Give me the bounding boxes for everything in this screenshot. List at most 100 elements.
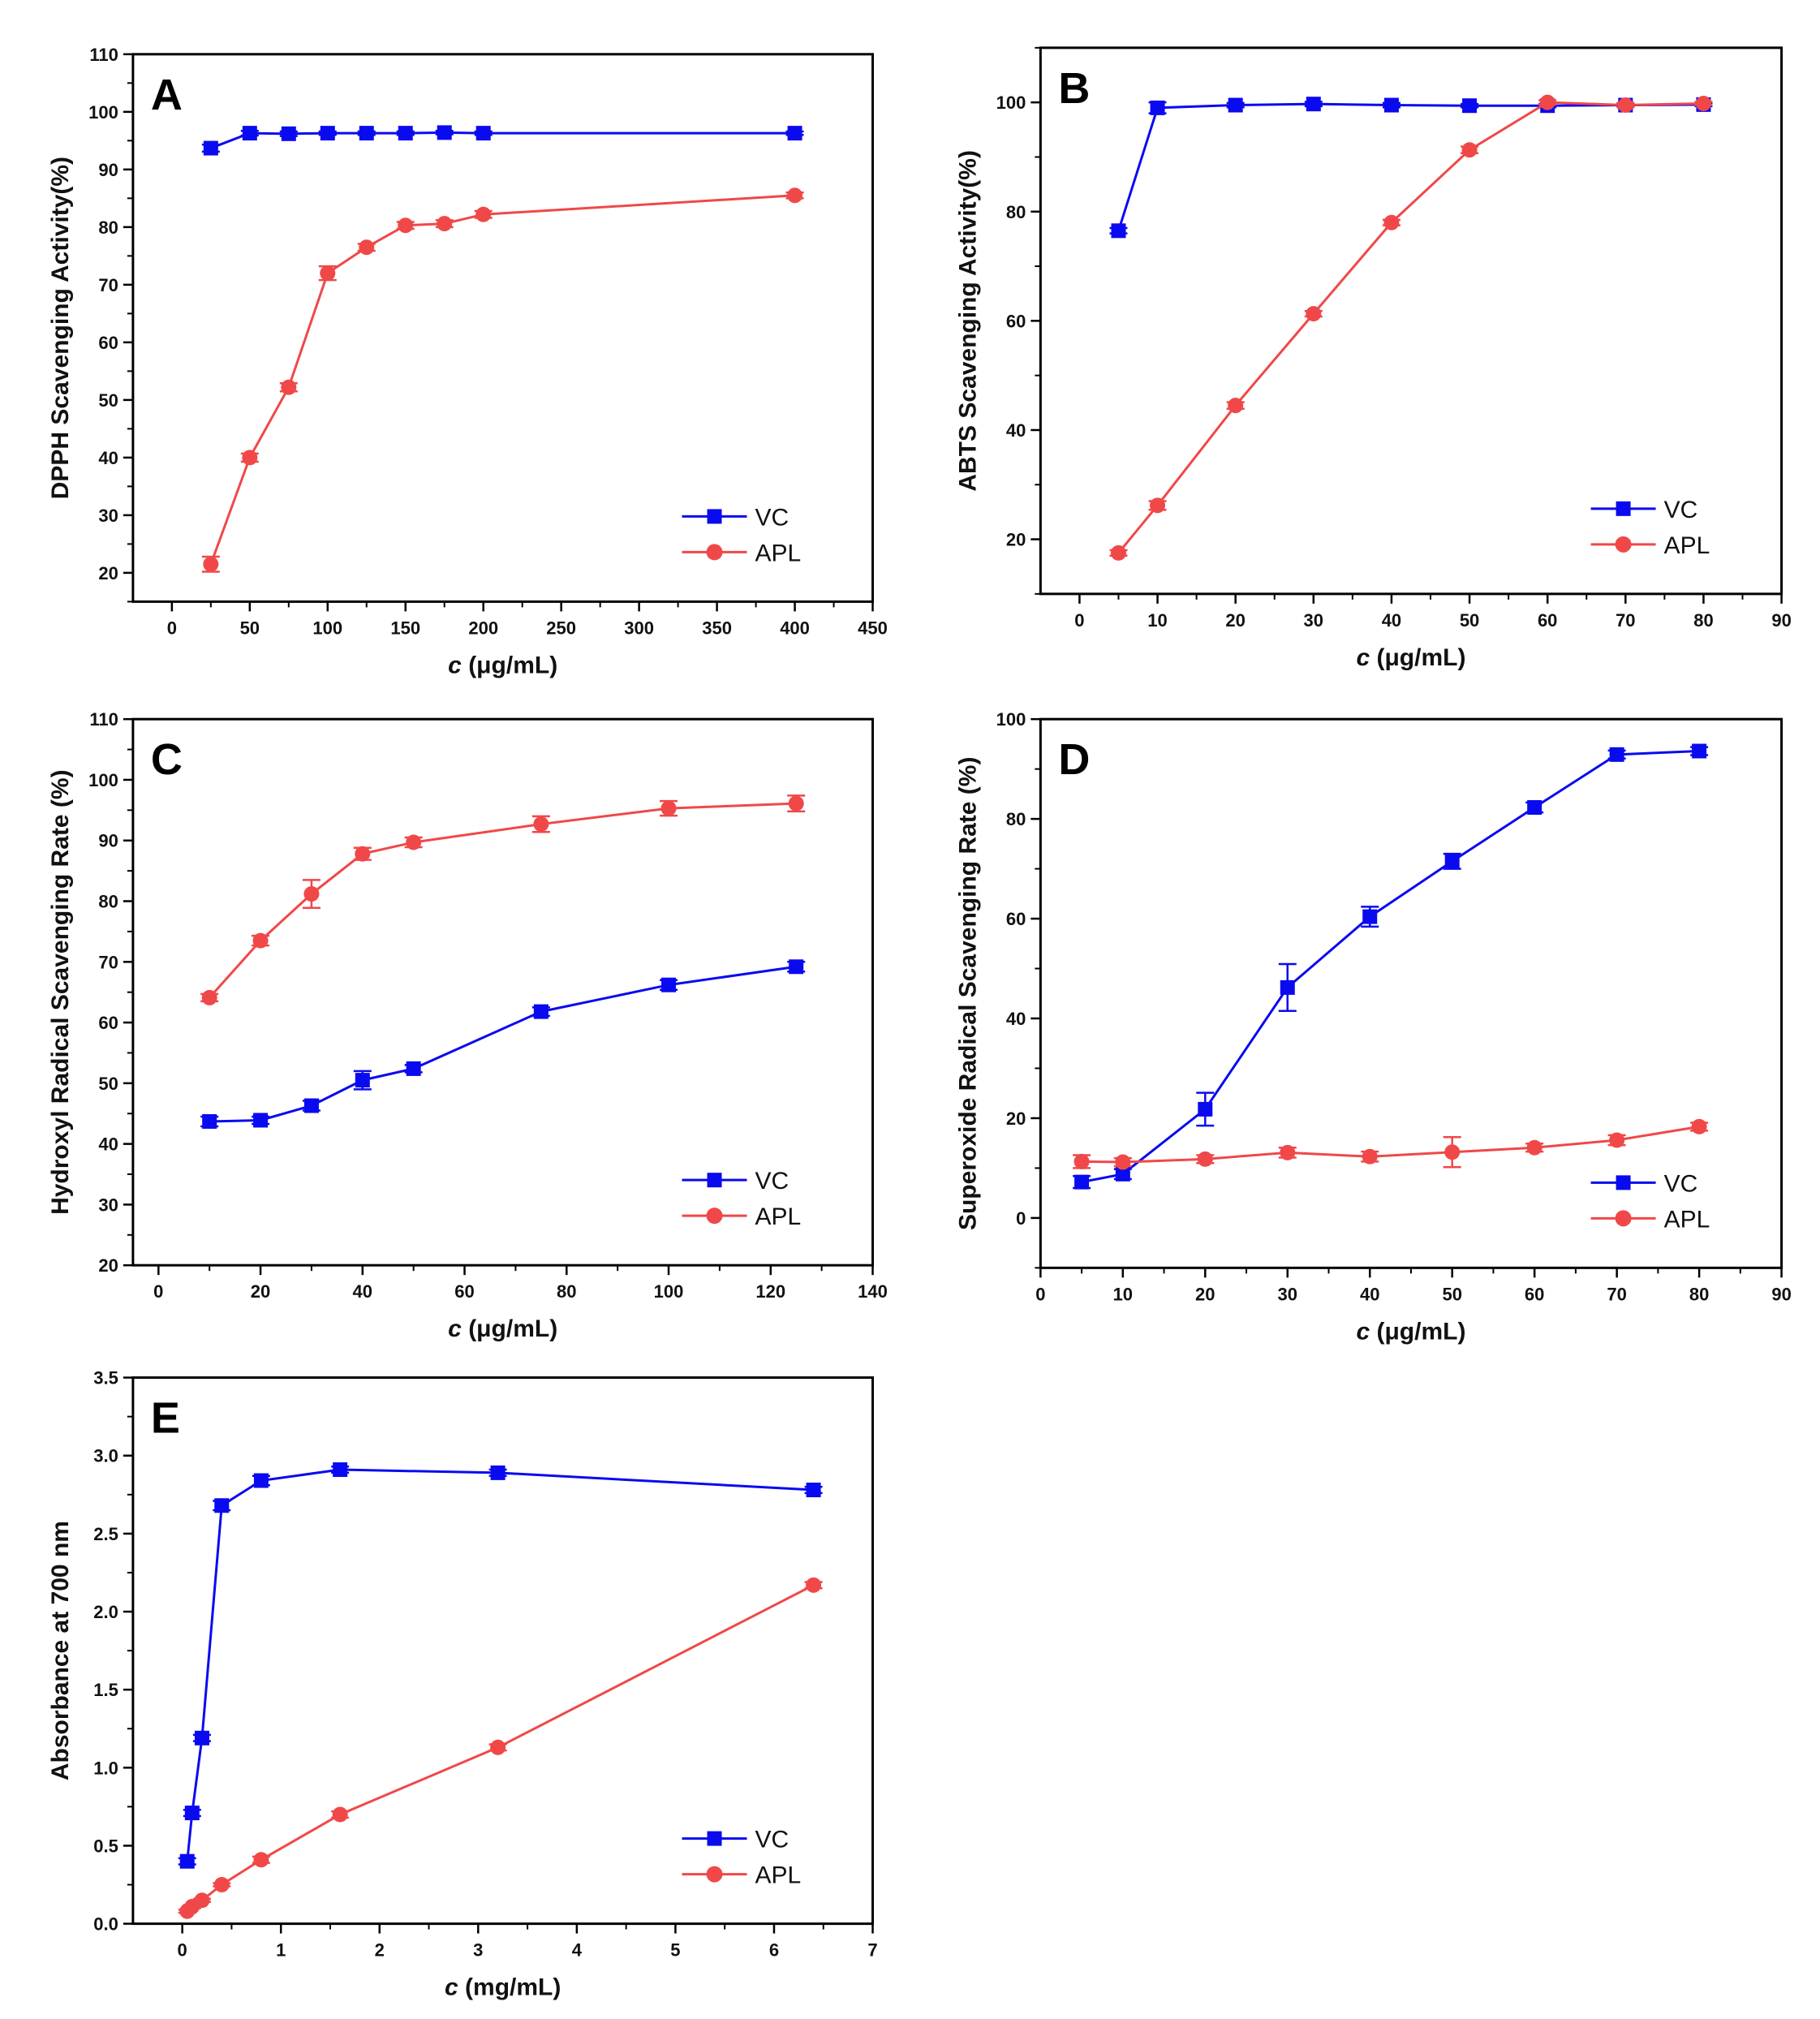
- data-point: [1383, 97, 1399, 113]
- data-point: [242, 450, 258, 466]
- data-point: [253, 1113, 269, 1128]
- panel-c: 0 20 40 60 80 100 120 140 20 30 40 50 60 70 80 90 100 110…: [47, 709, 888, 1342]
- data-point: [490, 1465, 506, 1480]
- data-point: [1383, 214, 1400, 230]
- data-point: [806, 1577, 822, 1593]
- data-point: [203, 140, 218, 156]
- data-point: [1228, 97, 1243, 113]
- y-tick-label: 100: [996, 93, 1026, 113]
- legend-marker: [706, 1866, 723, 1883]
- data-point: [355, 1073, 370, 1088]
- x-tick-label: 90: [1771, 1284, 1791, 1304]
- series-vc: [1109, 97, 1713, 239]
- y-tick-label: 40: [98, 448, 118, 468]
- panel-letter: E: [151, 1394, 180, 1443]
- x-tick-label: 40: [1382, 610, 1401, 631]
- y-tick-label: 90: [98, 160, 118, 180]
- data-point: [1462, 98, 1478, 114]
- series-line: [209, 194, 795, 565]
- y-tick-label: 50: [98, 1074, 118, 1094]
- data-point: [533, 1004, 549, 1019]
- y-axis-label: Superoxide Radical Scavenging Rate (%): [954, 757, 981, 1231]
- y-tick-label: 60: [1006, 909, 1026, 929]
- data-point: [788, 795, 804, 811]
- data-point: [398, 217, 414, 234]
- x-tick-label: 7: [867, 1940, 877, 1961]
- legend-label: APL: [755, 540, 802, 566]
- data-point: [281, 379, 297, 395]
- data-point: [1609, 747, 1624, 762]
- x-tick-label: 300: [624, 618, 654, 638]
- data-point: [1280, 979, 1295, 995]
- y-tick-label: 30: [98, 506, 118, 526]
- y-tick-label: 20: [98, 563, 118, 583]
- y-tick-label: 20: [98, 1255, 118, 1276]
- x-tick-label: 0: [1074, 610, 1084, 631]
- data-point: [475, 126, 491, 141]
- data-point: [1527, 799, 1542, 815]
- y-tick-label: 40: [1006, 420, 1026, 441]
- data-point: [1115, 1166, 1130, 1182]
- data-point: [437, 125, 452, 140]
- y-tick-label: 40: [98, 1134, 118, 1155]
- data-point: [1362, 1148, 1378, 1164]
- x-tick-label: 120: [755, 1281, 785, 1302]
- x-tick-label: 100: [654, 1281, 684, 1302]
- panel-a: 0 50 100 150 200 250 300 350 400 450 20 30 40 50 60 70 8…: [47, 45, 888, 679]
- x-tick-label: 60: [1538, 610, 1557, 631]
- data-point: [1609, 1132, 1625, 1148]
- data-point: [359, 126, 374, 141]
- x-tick-label: 200: [468, 618, 498, 638]
- series-line: [210, 131, 795, 149]
- x-tick-label: 80: [557, 1281, 576, 1302]
- data-point: [194, 1730, 209, 1746]
- x-tick-label: 80: [1689, 1284, 1709, 1304]
- y-tick-label: 20: [1006, 1109, 1026, 1129]
- y-tick-label: 60: [98, 1013, 118, 1033]
- y-axis-label: Hydroxyl Radical Scavenging Rate (%): [47, 769, 74, 1215]
- series-vc: [1073, 743, 1709, 1190]
- x-tick-label: 70: [1616, 610, 1635, 631]
- data-point: [1197, 1151, 1213, 1167]
- data-point: [202, 1113, 217, 1129]
- series-line: [209, 802, 797, 999]
- data-point: [1111, 223, 1126, 239]
- series-apl: [200, 794, 806, 1005]
- data-point: [1695, 96, 1711, 112]
- legend-marker: [1616, 501, 1631, 516]
- y-tick-label: 2.0: [93, 1602, 118, 1622]
- data-point: [406, 1061, 421, 1076]
- data-point: [355, 846, 371, 862]
- legend-label: APL: [1664, 532, 1710, 559]
- legend-marker: [706, 544, 723, 561]
- data-point: [332, 1806, 348, 1823]
- y-tick-label: 70: [98, 952, 118, 972]
- x-tick-label: 30: [1278, 1284, 1297, 1304]
- panel-e: 0 1 2 3 4 5 6 7 0.0 0.5 1.0 1.5 2.0 2.5 3.0 3.5 c (mg/mL…: [47, 1368, 878, 2001]
- data-point: [359, 239, 375, 256]
- data-point: [242, 126, 257, 141]
- x-tick-label: 10: [1147, 610, 1167, 631]
- data-point: [660, 800, 677, 816]
- legend-marker: [707, 1831, 722, 1846]
- data-point: [333, 1462, 348, 1478]
- y-tick-label: 0.0: [93, 1914, 118, 1935]
- y-tick-label: 1.0: [93, 1758, 118, 1778]
- y-tick-label: 100: [88, 102, 118, 123]
- data-point: [1526, 1139, 1542, 1156]
- data-point: [490, 1739, 506, 1755]
- x-tick-label: 0: [1035, 1284, 1045, 1304]
- data-point: [213, 1877, 230, 1893]
- legend-label: APL: [1664, 1206, 1710, 1233]
- data-point: [203, 556, 219, 572]
- x-tick-label: 20: [1195, 1284, 1215, 1304]
- series-vc: [200, 959, 806, 1129]
- x-tick-label: 0: [153, 1281, 163, 1302]
- x-tick-label: 60: [454, 1281, 474, 1302]
- data-point: [1617, 97, 1633, 114]
- data-point: [214, 1498, 230, 1513]
- data-point: [1306, 97, 1321, 112]
- x-axis-label: c (μg/mL): [448, 1315, 557, 1342]
- panel-letter: B: [1058, 64, 1090, 113]
